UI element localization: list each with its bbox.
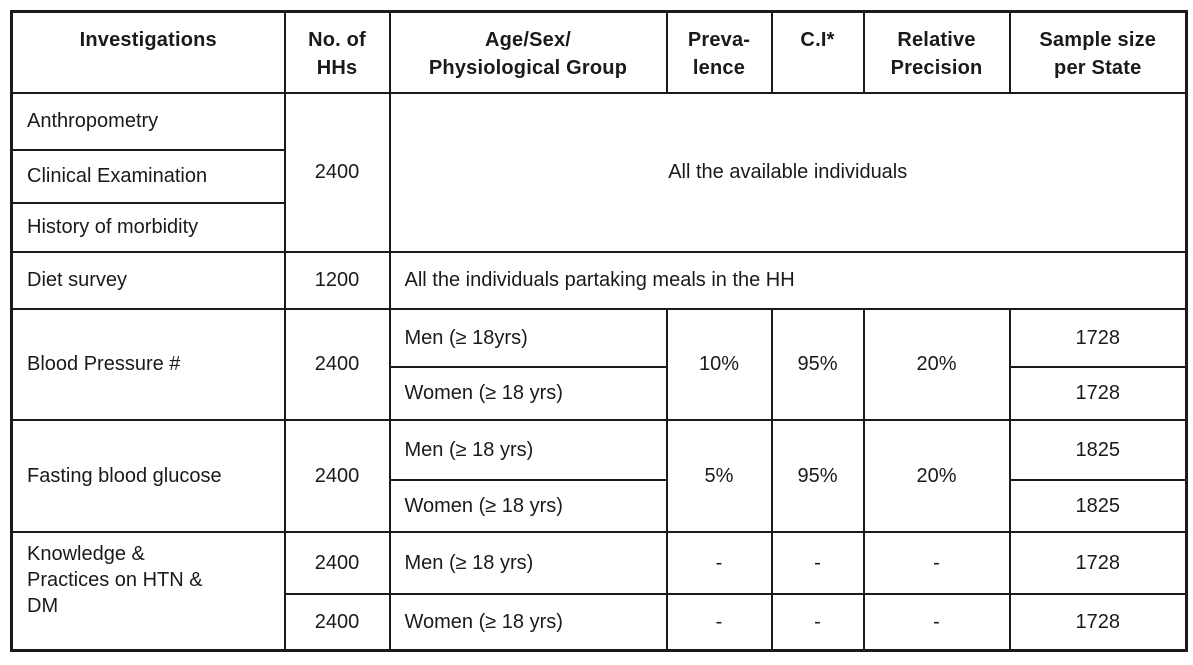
sample-size-cell: 1728 bbox=[1008, 365, 1188, 421]
no-of-hhs-cell: 2400 bbox=[283, 418, 391, 533]
table-row: Clinical Examination bbox=[10, 148, 1187, 204]
age-sex-group-cell: Women (≥ 18 yrs) bbox=[388, 365, 668, 421]
col-header-age-sex-group: Age/Sex/ Physiological Group bbox=[388, 10, 668, 94]
prevalence-cell: 10% bbox=[665, 307, 773, 421]
table-row: Women (≥ 18 yrs) 1728 bbox=[12, 365, 1188, 421]
relative-precision-cell: 20% bbox=[862, 307, 1011, 421]
ci-cell: 95% bbox=[770, 418, 865, 533]
investigation-cell: Diet survey bbox=[10, 250, 286, 310]
age-sex-group-cell: Men (≥ 18 yrs) bbox=[388, 418, 668, 481]
sampling-design-table: Investigations No. of HHs Age/Sex/ Physi… bbox=[10, 10, 1188, 652]
col-header-prevalence: Preva- lence bbox=[665, 10, 773, 94]
col-header-sample-size: Sample size per State bbox=[1008, 10, 1188, 94]
table-row: 2400 Women (≥ 18 yrs) - - - 1728 bbox=[12, 592, 1188, 652]
no-of-hhs-cell: 2400 bbox=[283, 91, 391, 253]
sample-size-cell: 1728 bbox=[1008, 592, 1188, 652]
investigation-cell: Knowledge & Practices on HTN & DM bbox=[10, 530, 286, 652]
table-row: Anthropometry 2400 All the available ind… bbox=[10, 91, 1188, 253]
table-row: Blood Pressure # 2400 Men (≥ 18yrs) 10% … bbox=[10, 307, 1188, 421]
table-row: Women (≥ 18 yrs) 1825 bbox=[12, 478, 1188, 533]
ci-cell: 95% bbox=[770, 307, 865, 421]
table-row: Fasting blood glucose 2400 Men (≥ 18 yrs… bbox=[10, 418, 1188, 533]
age-sex-group-cell: Men (≥ 18 yrs) bbox=[388, 530, 668, 595]
col-header-ci: C.I* bbox=[770, 10, 865, 94]
no-of-hhs-cell: 2400 bbox=[283, 530, 391, 595]
age-sex-group-cell: Women (≥ 18 yrs) bbox=[388, 592, 668, 652]
sample-size-cell: 1728 bbox=[1008, 530, 1188, 595]
table-header-row: Investigations No. of HHs Age/Sex/ Physi… bbox=[10, 10, 1188, 94]
age-sex-group-cell: Women (≥ 18 yrs) bbox=[388, 478, 668, 533]
table-row: Diet survey 1200 All the individuals par… bbox=[10, 250, 1188, 310]
prevalence-cell: - bbox=[665, 592, 773, 652]
no-of-hhs-cell: 1200 bbox=[283, 250, 391, 310]
col-header-relative-precision: Relative Precision bbox=[862, 10, 1011, 94]
prevalence-cell: 5% bbox=[665, 418, 773, 533]
ci-cell: - bbox=[770, 530, 865, 595]
col-header-no-of-hhs: No. of HHs bbox=[283, 10, 391, 94]
sample-size-cell: 1825 bbox=[1008, 418, 1188, 481]
ci-cell: - bbox=[770, 592, 865, 652]
investigation-cell: Blood Pressure # bbox=[10, 307, 286, 421]
age-sex-group-cell: Men (≥ 18yrs) bbox=[388, 307, 668, 368]
table-row: Knowledge & Practices on HTN & DM 2400 M… bbox=[10, 530, 1188, 652]
coverage-note-cell: All the individuals partaking meals in t… bbox=[388, 250, 1188, 310]
investigation-cell: Clinical Examination bbox=[10, 148, 286, 204]
no-of-hhs-cell: 2400 bbox=[283, 307, 391, 421]
sample-size-cell: 1825 bbox=[1008, 478, 1188, 533]
relative-precision-cell: 20% bbox=[862, 418, 1011, 533]
investigation-cell: Fasting blood glucose bbox=[10, 418, 286, 533]
relative-precision-cell: - bbox=[862, 592, 1011, 652]
relative-precision-cell: - bbox=[862, 530, 1011, 595]
col-header-investigations: Investigations bbox=[10, 10, 286, 94]
sample-size-cell: 1728 bbox=[1008, 307, 1188, 368]
coverage-note-cell: All the available individuals bbox=[388, 91, 1188, 253]
no-of-hhs-cell: 2400 bbox=[283, 592, 391, 652]
prevalence-cell: - bbox=[665, 530, 773, 595]
investigation-cell: Anthropometry bbox=[10, 91, 286, 151]
investigation-cell: History of morbidity bbox=[10, 201, 286, 253]
table-row: History of morbidity bbox=[10, 201, 1187, 253]
